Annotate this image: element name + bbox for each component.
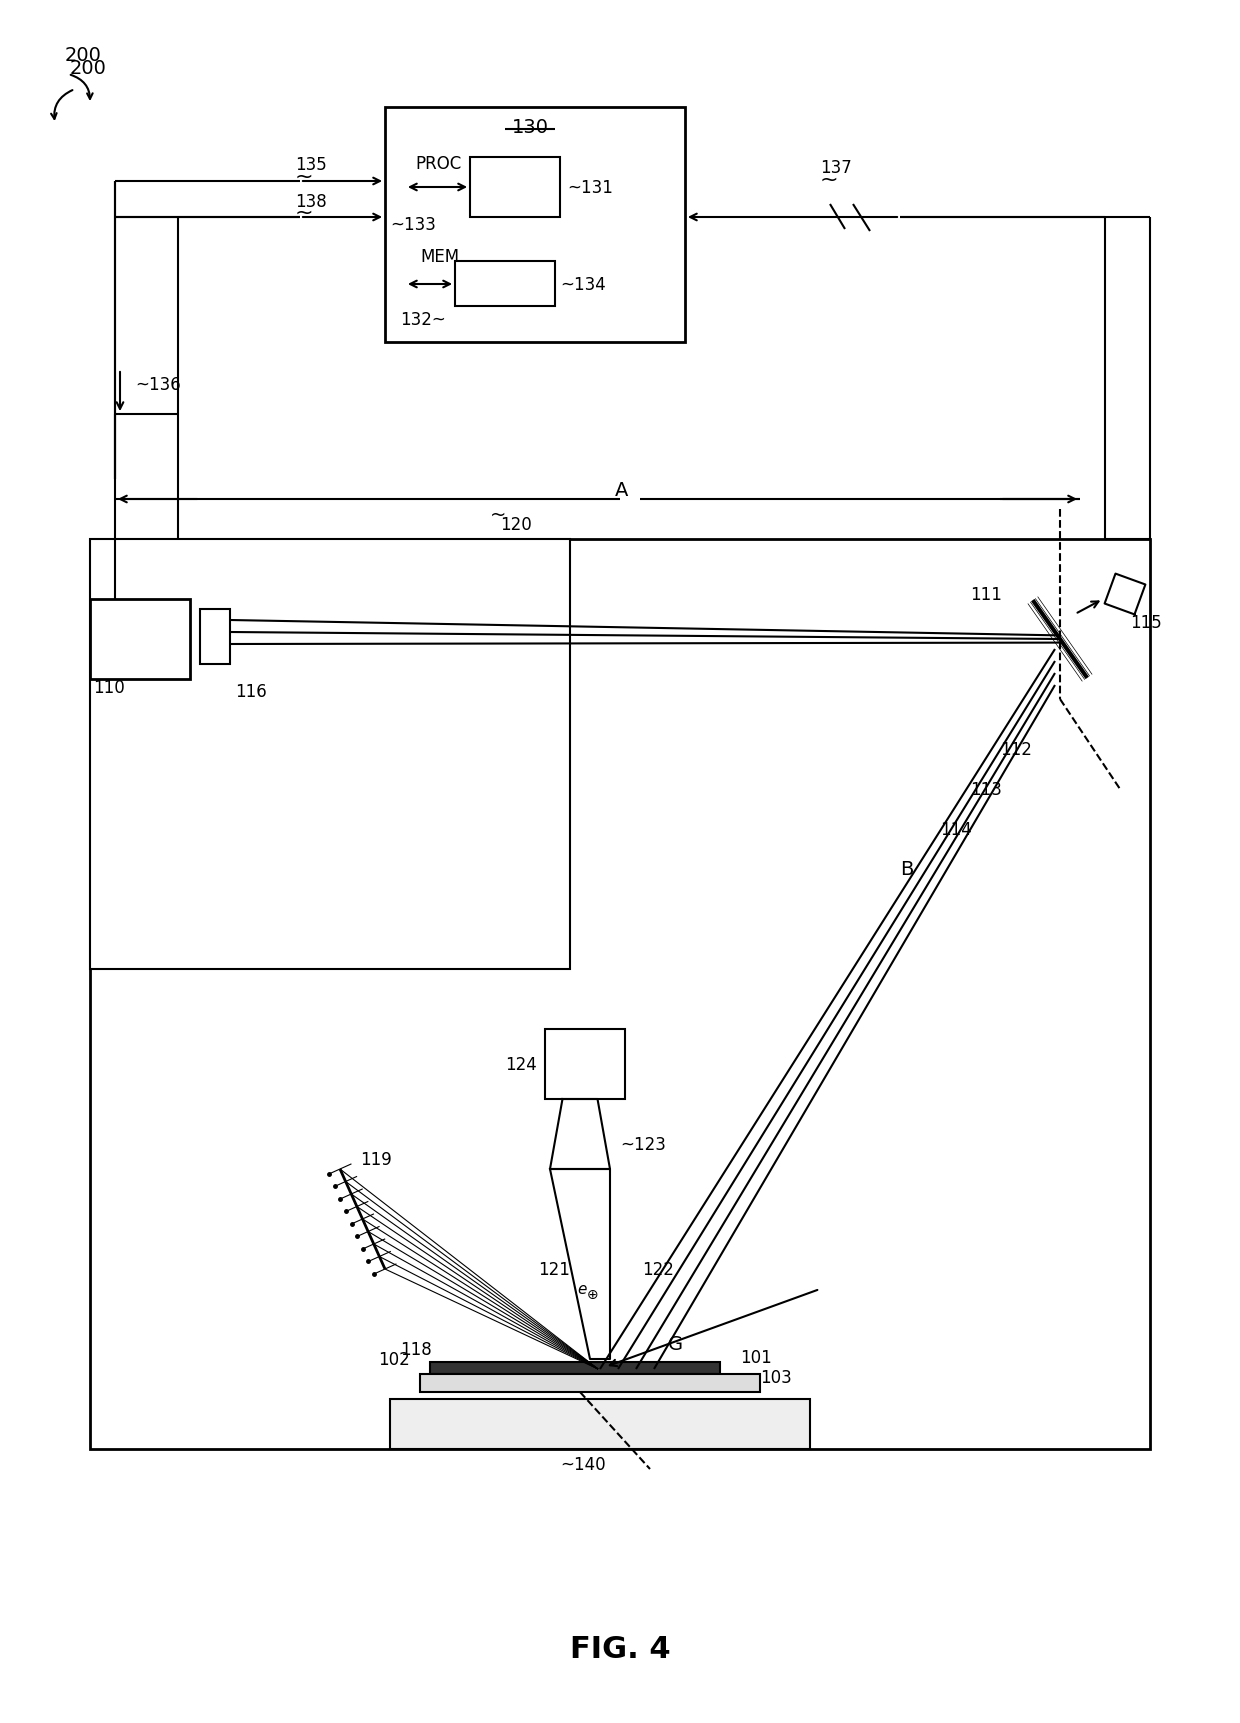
Text: 115: 115 [1130,613,1162,632]
Text: ~: ~ [820,171,838,190]
Text: 120: 120 [500,515,532,534]
Bar [430,1363,720,1375]
Text: 102: 102 [378,1351,410,1368]
Text: G: G [668,1335,683,1354]
Bar [420,1375,760,1392]
Text: 119: 119 [360,1151,392,1168]
Text: e: e [578,1282,587,1297]
Text: 116: 116 [236,682,267,701]
Text: ⊕: ⊕ [588,1287,599,1301]
Bar [391,1399,810,1449]
Text: B: B [900,860,914,879]
Text: ~123: ~123 [620,1135,666,1153]
Bar [91,600,190,679]
Text: 138: 138 [295,193,327,210]
Text: ~: ~ [490,505,506,524]
Text: ~140: ~140 [560,1456,605,1473]
Text: 114: 114 [940,820,972,839]
Text: 112: 112 [999,741,1032,758]
Text: 101: 101 [740,1347,771,1366]
Text: ~133: ~133 [391,215,436,234]
Bar [91,539,1149,1449]
Bar [455,262,556,307]
Text: 110: 110 [93,679,125,696]
Text: 124: 124 [505,1056,537,1073]
Text: 200: 200 [69,59,107,78]
Text: 130: 130 [511,117,548,136]
Text: ~: ~ [295,203,314,222]
Bar [546,1029,625,1099]
Text: ~: ~ [295,167,314,186]
Text: 135: 135 [295,155,327,174]
Text: 111: 111 [970,586,1002,603]
Bar [200,610,229,665]
Text: 121: 121 [538,1260,570,1278]
Text: 103: 103 [760,1368,792,1387]
Text: MEM: MEM [420,248,459,265]
Text: ~131: ~131 [567,179,613,196]
Text: 118: 118 [401,1340,432,1358]
Text: ~134: ~134 [560,276,606,295]
Bar [470,159,560,217]
Bar [384,109,684,343]
Text: 132~: 132~ [401,310,446,329]
Text: 122: 122 [642,1260,673,1278]
Text: FIG. 4: FIG. 4 [569,1635,671,1663]
Text: 200: 200 [64,45,102,64]
Text: 113: 113 [970,781,1002,798]
Text: 137: 137 [820,159,852,177]
Text: A: A [615,481,629,500]
Text: PROC: PROC [415,155,461,172]
Text: ~136: ~136 [135,376,181,395]
Bar [91,539,570,970]
